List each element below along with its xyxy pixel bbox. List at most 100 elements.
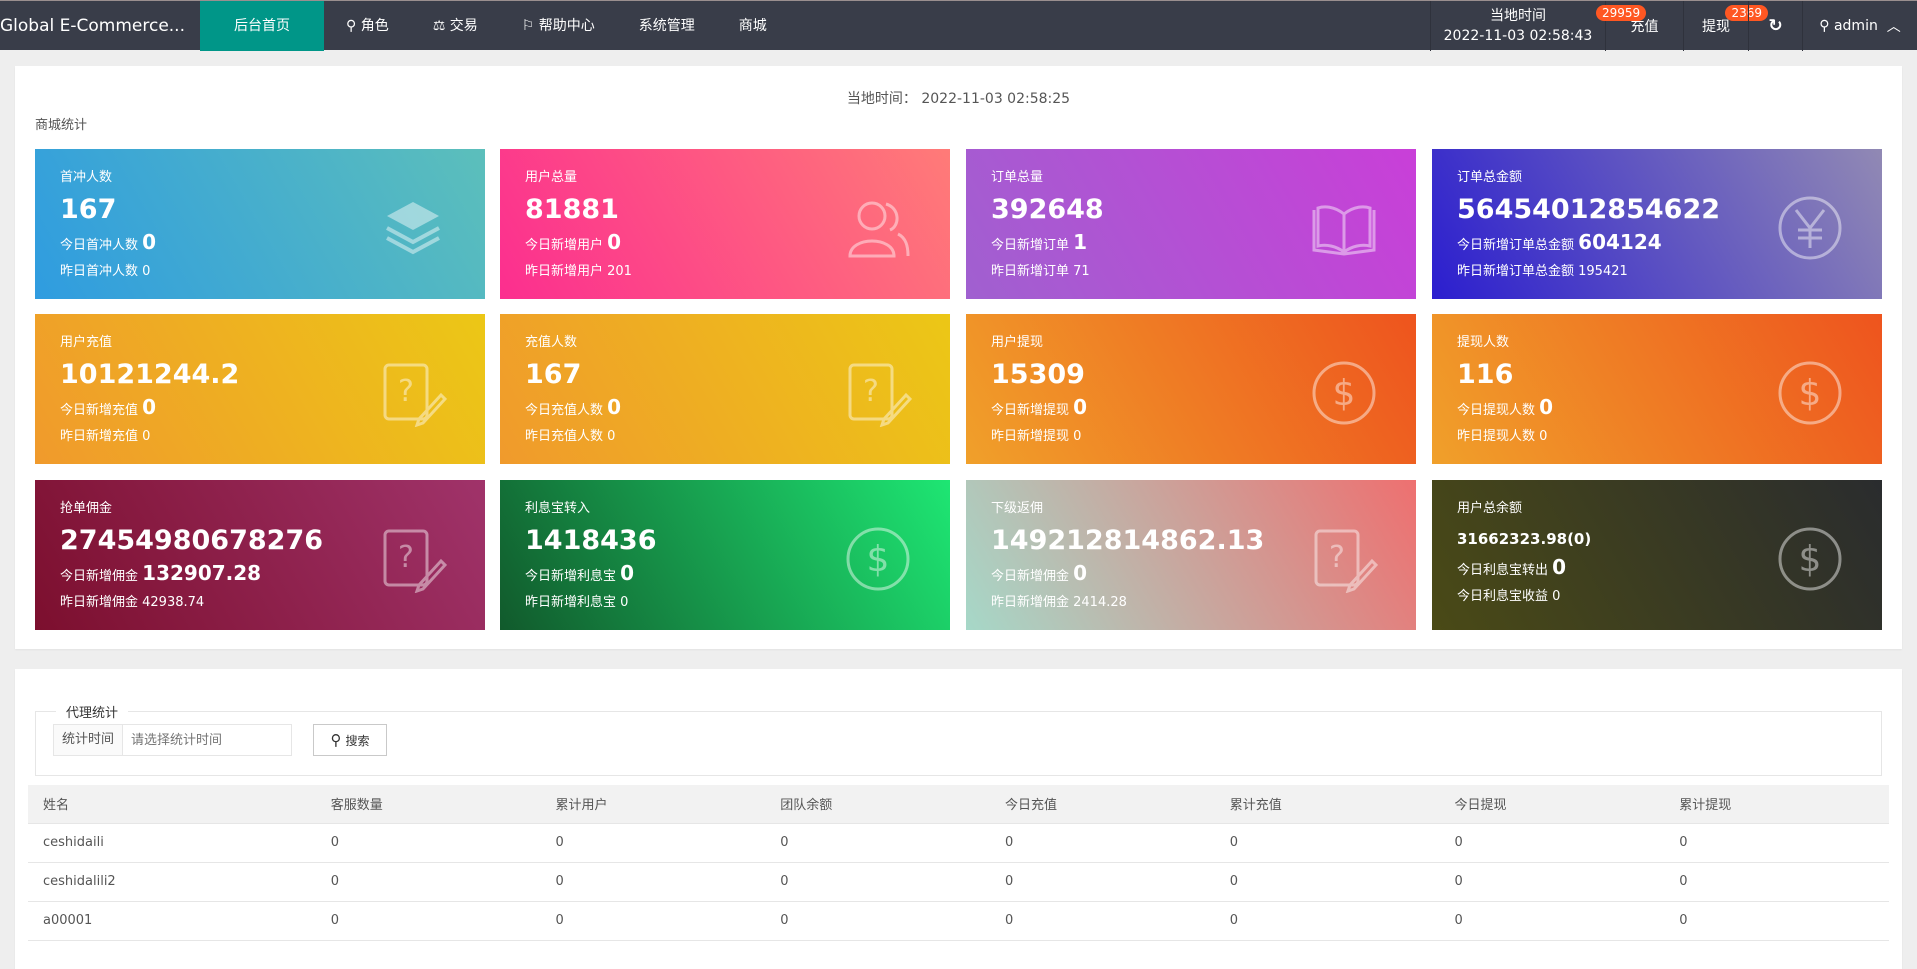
- fieldset-legend: 代理统计: [66, 706, 119, 721]
- agent-fieldset: 代理统计: [35, 702, 1882, 776]
- dollar-icon: $: [1778, 361, 1842, 425]
- nav-home[interactable]: 后台首页: [200, 1, 324, 51]
- stat-card: 抢单佣金 27454980678276 今日新增佣金 132907.28 昨日新…: [35, 480, 485, 630]
- card-today: 今日新增订单 1: [991, 230, 1088, 254]
- local-clock: 当地时间 2022-11-03 02:58:43: [1430, 1, 1605, 51]
- card-today: 今日利息宝转出 0: [1457, 555, 1567, 579]
- scale-icon: ⚖: [432, 18, 450, 34]
- card-title: 抢单佣金: [60, 501, 113, 516]
- section-title: 商城统计: [35, 118, 88, 133]
- table-cell: 0: [1664, 862, 1889, 902]
- card-value: 116: [1457, 359, 1514, 390]
- table-cell: 0: [989, 901, 1215, 941]
- svg-text:$: $: [867, 539, 890, 580]
- card-today: 今日新增订单总金额 604124: [1457, 230, 1662, 254]
- card-value: 392648: [991, 194, 1104, 225]
- column-header: 累计提现: [1664, 785, 1889, 824]
- card-today: 今日新增提现 0: [991, 395, 1088, 419]
- table-cell: 0: [1664, 823, 1889, 863]
- agent-table: 姓名 客服数量 累计用户 团队余额 今日充值 累计充值 今日提现 累计提现 ceshidaili…: [28, 785, 1889, 941]
- card-title: 首冲人数: [60, 170, 113, 185]
- stat-time-label: 统计时间: [54, 725, 124, 755]
- card-title: 用户充值: [60, 335, 113, 350]
- svg-text:$: $: [1799, 373, 1822, 414]
- card-yesterday: 昨日新增用户 201: [525, 264, 632, 279]
- recharge-badge: 29959: [1596, 5, 1647, 21]
- column-header: 累计充值: [1214, 785, 1440, 824]
- table-cell: 0: [540, 823, 766, 863]
- table-cell: 0: [540, 862, 766, 902]
- column-header: 团队余额: [765, 785, 990, 824]
- book-icon: [1312, 205, 1376, 256]
- stat-card: 用户提现 15309 今日新增提现 0 昨日新增提现 0 $: [966, 314, 1416, 464]
- table-row: ceshidaili 0 0 0 0 0 0 0: [28, 823, 1889, 863]
- table-cell: 0: [765, 823, 990, 863]
- card-title: 下级返佣: [991, 501, 1044, 516]
- table-cell: 0: [765, 862, 990, 902]
- main-nav: 后台首页 ⚲ 角色 ⚖ 交易 ⚐ 帮助中心 系统管理 商城: [200, 1, 789, 51]
- card-value: 167: [60, 194, 117, 225]
- card-yesterday: 昨日新增利息宝 0: [525, 595, 629, 610]
- svg-text:?: ?: [398, 374, 414, 409]
- search-button[interactable]: ⚲ 搜索: [313, 724, 387, 756]
- column-header: 姓名: [28, 785, 316, 824]
- withdraw-button[interactable]: 提现 2369: [1683, 1, 1768, 51]
- table-cell: 0: [1439, 823, 1665, 863]
- card-yesterday: 昨日新增充值 0: [60, 429, 151, 444]
- stat-card: 用户总余额 31662323.98(0) 今日利息宝转出 0 今日利息宝收益 0…: [1432, 480, 1882, 630]
- svg-text:$: $: [1799, 539, 1822, 580]
- card-yesterday: 昨日提现人数 0: [1457, 429, 1548, 444]
- question-edit-icon: ?: [383, 529, 447, 593]
- table-row: a00001 0 0 0 0 0 0 0: [28, 901, 1889, 941]
- card-title: 用户总量: [525, 170, 578, 185]
- stat-card: 充值人数 167 今日充值人数 0 昨日充值人数 0 ?: [500, 314, 950, 464]
- card-today: 今日新增用户 0: [525, 230, 622, 254]
- card-yesterday: 今日利息宝收益 0: [1457, 589, 1561, 604]
- refresh-icon[interactable]: ↻: [1748, 1, 1802, 51]
- flag-icon: ⚐: [521, 18, 539, 34]
- card-yesterday: 昨日新增提现 0: [991, 429, 1082, 444]
- recharge-button[interactable]: 充值 29959: [1596, 1, 1683, 51]
- card-value: 167: [525, 359, 582, 390]
- table-cell: 0: [315, 901, 541, 941]
- stat-card: 提现人数 116 今日提现人数 0 昨日提现人数 0 $: [1432, 314, 1882, 464]
- card-today: 今日新增佣金 0: [991, 561, 1088, 585]
- nav-roles[interactable]: ⚲ 角色: [346, 18, 389, 34]
- card-today: 今日充值人数 0: [525, 395, 622, 419]
- card-title: 订单总金额: [1457, 170, 1523, 185]
- table-cell: 0: [315, 823, 541, 863]
- question-edit-icon: ?: [848, 363, 912, 427]
- nav-help[interactable]: ⚐ 帮助中心: [521, 18, 595, 34]
- user-menu[interactable]: ⚲ admin ︿: [1802, 1, 1917, 51]
- nav-shop[interactable]: 商城: [738, 18, 767, 34]
- card-title: 用户总余额: [1457, 501, 1523, 516]
- yen-icon: [1778, 196, 1842, 260]
- card-today: 今日新增充值 0: [60, 395, 157, 419]
- card-today: 今日新增佣金 132907.28: [60, 561, 262, 585]
- table-cell: 0: [989, 862, 1215, 902]
- card-value: 27454980678276: [60, 525, 324, 556]
- card-today: 今日提现人数 0: [1457, 395, 1554, 419]
- table-cell: 0: [1214, 823, 1440, 863]
- stat-time-input[interactable]: [123, 725, 292, 755]
- search-icon: ⚲: [330, 731, 342, 749]
- svg-text:?: ?: [863, 374, 879, 409]
- card-today: 今日首冲人数 0: [60, 230, 157, 254]
- table-cell: 0: [765, 901, 990, 941]
- stat-card: 下级返佣 149212814862.13 今日新增佣金 0 昨日新增佣金 241…: [966, 480, 1416, 630]
- nav-trade[interactable]: ⚖ 交易: [432, 18, 478, 34]
- chevron-up-icon: ︿: [1877, 19, 1901, 35]
- dollar-icon: $: [1312, 361, 1376, 425]
- table-cell: 0: [989, 823, 1215, 863]
- card-yesterday: 昨日新增佣金 2414.28: [991, 595, 1127, 610]
- column-header: 客服数量: [315, 785, 541, 824]
- top-bar: Global E-Commerce... 后台首页 ⚲ 角色 ⚖ 交易 ⚐ 帮助…: [0, 0, 1917, 51]
- nav-system[interactable]: 系统管理: [638, 18, 695, 34]
- table-cell: ceshidalili2: [28, 862, 316, 902]
- table-cell: 0: [540, 901, 766, 941]
- column-header: 今日提现: [1439, 785, 1665, 824]
- card-title: 用户提现: [991, 335, 1044, 350]
- card-yesterday: 昨日新增订单总金额 195421: [1457, 264, 1628, 279]
- card-value: 56454012854622: [1457, 194, 1721, 225]
- stat-card: 利息宝转入 1418436 今日新增利息宝 0 昨日新增利息宝 0 $: [500, 480, 950, 630]
